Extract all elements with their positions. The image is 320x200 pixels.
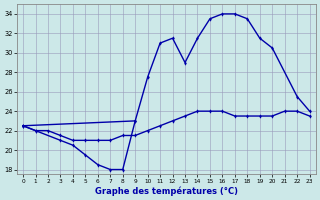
X-axis label: Graphe des températures (°C): Graphe des températures (°C) <box>95 186 238 196</box>
